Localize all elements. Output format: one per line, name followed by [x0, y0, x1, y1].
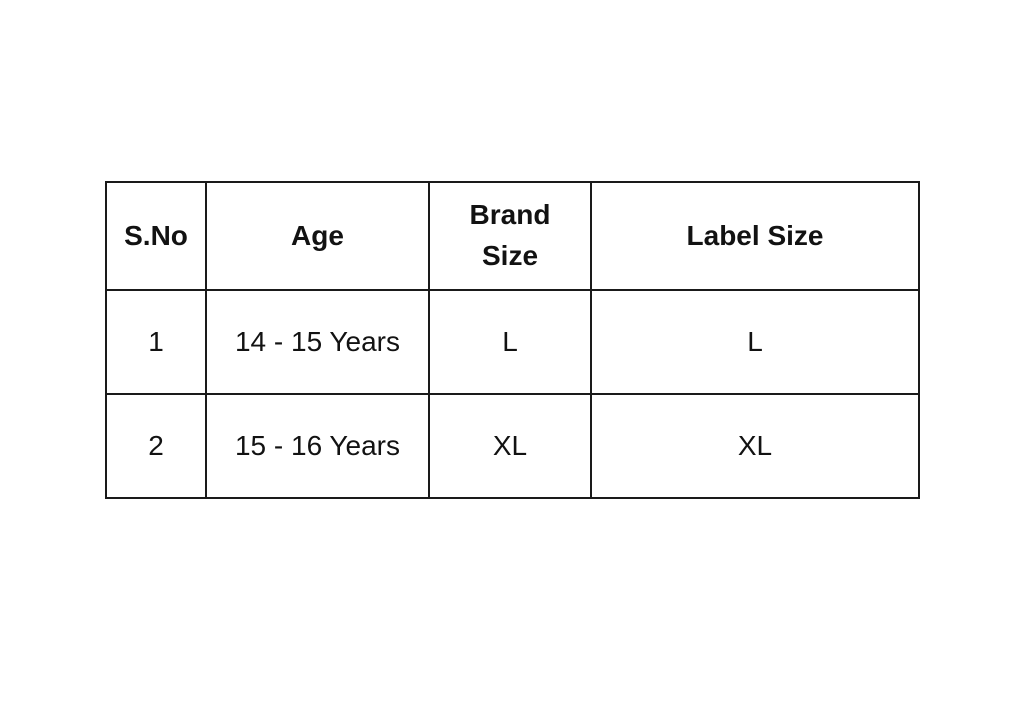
cell-brand-size: XL — [428, 393, 592, 499]
header-cell-sno: S.No — [105, 181, 207, 291]
cell-label-size: XL — [590, 393, 920, 499]
header-row: S.No Age Brand Size Label Size — [105, 181, 920, 291]
table-row: 2 15 - 16 Years XL XL — [105, 393, 920, 499]
cell-sno: 1 — [105, 289, 207, 395]
table-row: 1 14 - 15 Years L L — [105, 289, 920, 395]
header-cell-age: Age — [205, 181, 430, 291]
size-chart-table: S.No Age Brand Size Label Size 1 14 - 15… — [105, 181, 920, 499]
cell-age: 15 - 16 Years — [205, 393, 430, 499]
cell-age: 14 - 15 Years — [205, 289, 430, 395]
cell-sno: 2 — [105, 393, 207, 499]
header-cell-label-size: Label Size — [590, 181, 920, 291]
header-cell-brand-size: Brand Size — [428, 181, 592, 291]
cell-label-size: L — [590, 289, 920, 395]
cell-brand-size: L — [428, 289, 592, 395]
